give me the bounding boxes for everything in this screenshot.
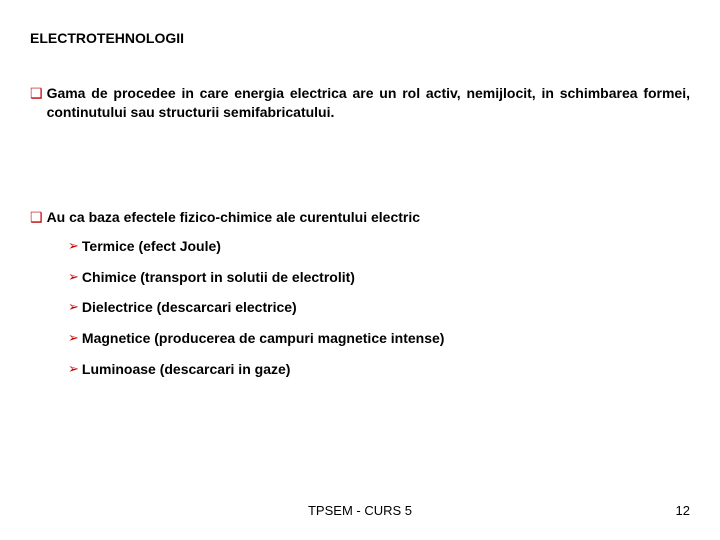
list-item-text: Chimice (transport in solutii de electro… <box>82 268 355 287</box>
square-bullet-icon: ❑ <box>30 84 43 122</box>
footer-text: TPSEM - CURS 5 <box>0 503 720 518</box>
page-number: 12 <box>676 503 690 518</box>
list-item: ➢ Chimice (transport in solutii de elect… <box>68 268 690 287</box>
list-item-text: Termice (efect Joule) <box>82 237 221 256</box>
list-item: ➢ Termice (efect Joule) <box>68 237 690 256</box>
list-item: ➢ Dielectrice (descarcari electrice) <box>68 298 690 317</box>
paragraph-2: ❑ Au ca baza efectele fizico-chimice ale… <box>30 208 690 227</box>
triangle-bullet-icon: ➢ <box>68 268 79 287</box>
triangle-bullet-icon: ➢ <box>68 237 79 256</box>
square-bullet-icon: ❑ <box>30 208 43 227</box>
paragraph-1: ❑ Gama de procedee in care energia elect… <box>30 84 690 122</box>
list-item-text: Luminoase (descarcari in gaze) <box>82 360 291 379</box>
paragraph-1-text: Gama de procedee in care energia electri… <box>47 84 690 122</box>
triangle-bullet-icon: ➢ <box>68 360 79 379</box>
list-item-text: Dielectrice (descarcari electrice) <box>82 298 297 317</box>
list-item: ➢ Luminoase (descarcari in gaze) <box>68 360 690 379</box>
list-item: ➢ Magnetice (producerea de campuri magne… <box>68 329 690 348</box>
list-item-text: Magnetice (producerea de campuri magneti… <box>82 329 445 348</box>
triangle-bullet-icon: ➢ <box>68 298 79 317</box>
paragraph-2-text: Au ca baza efectele fizico-chimice ale c… <box>47 208 420 227</box>
triangle-bullet-icon: ➢ <box>68 329 79 348</box>
sub-list: ➢ Termice (efect Joule) ➢ Chimice (trans… <box>30 237 690 379</box>
slide-title: ELECTROTEHNOLOGII <box>30 30 690 46</box>
